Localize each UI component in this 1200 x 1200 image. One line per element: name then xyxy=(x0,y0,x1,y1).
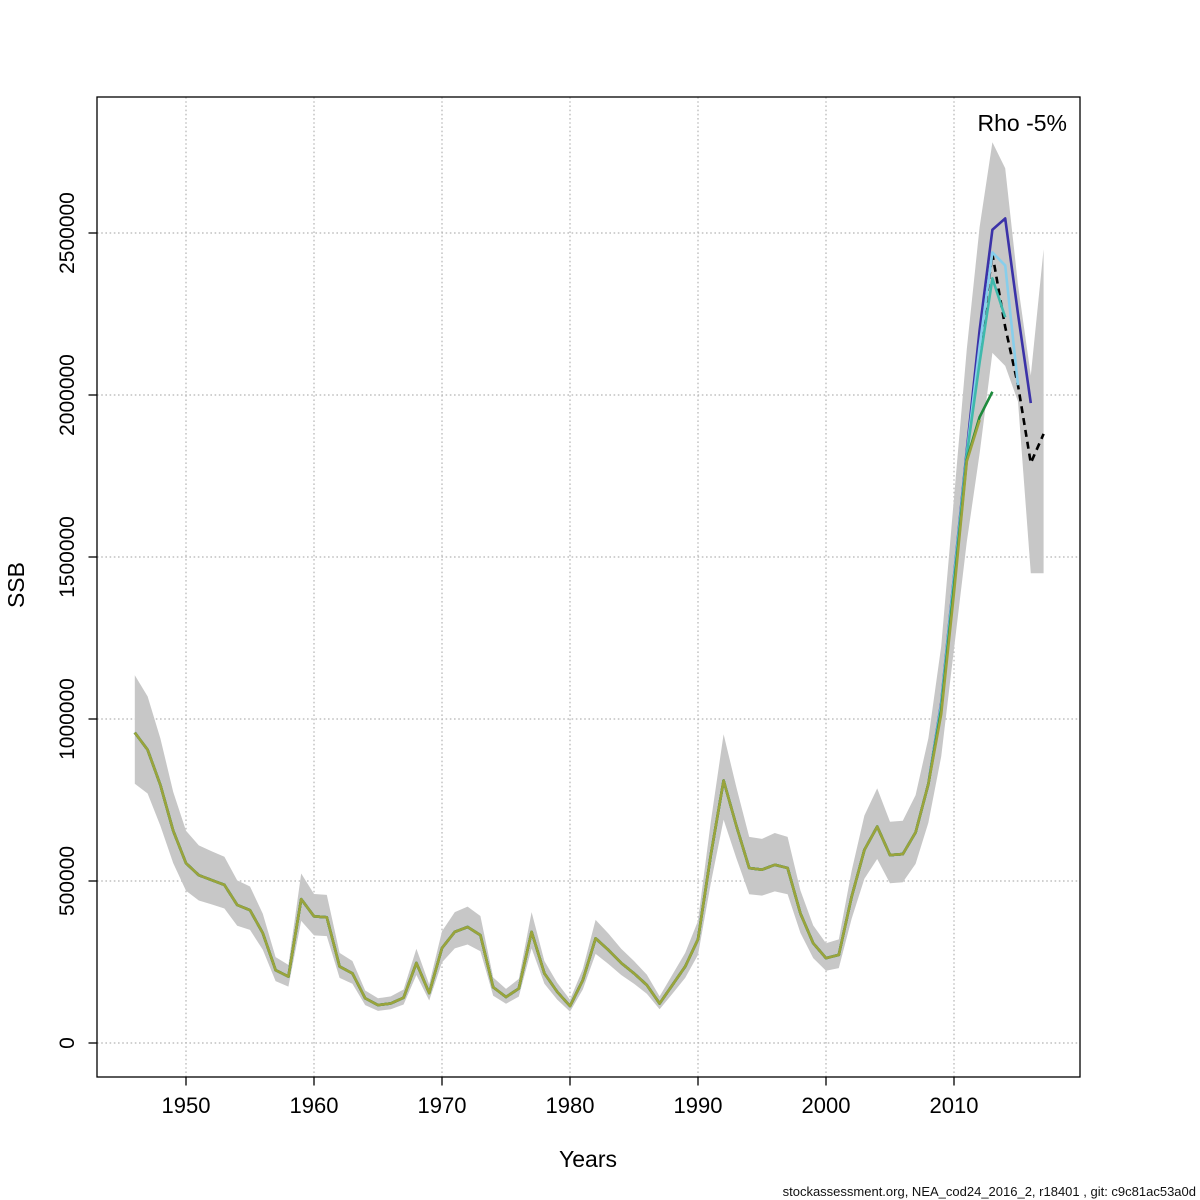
x-tick-label: 1950 xyxy=(162,1093,211,1118)
y-axis-title: SSB xyxy=(3,562,29,609)
x-tick-label: 1980 xyxy=(546,1093,595,1118)
y-tick-label: 0 xyxy=(56,1037,79,1049)
series-retro-2015 xyxy=(133,251,1020,1008)
series-run-2017 xyxy=(133,252,1045,1008)
series-retro-2016 xyxy=(133,217,1033,1008)
x-tick-label: 1990 xyxy=(674,1093,723,1118)
x-axis-title: Years xyxy=(559,1146,617,1172)
x-tick-label: 1960 xyxy=(290,1093,339,1118)
plot-border xyxy=(96,96,1081,1078)
x-tick-label: 1970 xyxy=(418,1093,467,1118)
y-tick-label: 1000000 xyxy=(56,678,79,760)
x-tick-label: 2010 xyxy=(930,1093,979,1118)
series-retro-2013 xyxy=(133,391,994,1008)
y-tick-label: 1500000 xyxy=(56,516,79,598)
series-retro-2012 xyxy=(133,419,981,1008)
rho-annotation: Rho -5% xyxy=(977,110,1067,136)
y-tick-label: 500000 xyxy=(56,846,79,916)
y-tick-label: 2500000 xyxy=(56,192,79,274)
footer-note: stockassessment.org, NEA_cod24_2016_2, r… xyxy=(782,1184,1196,1199)
x-tick-label: 2000 xyxy=(802,1093,851,1118)
y-tick-label: 2000000 xyxy=(56,354,79,436)
